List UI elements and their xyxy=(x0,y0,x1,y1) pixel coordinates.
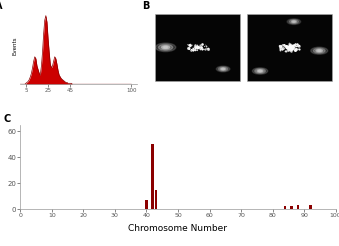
Text: C: C xyxy=(3,114,10,124)
Circle shape xyxy=(311,47,328,54)
Circle shape xyxy=(164,46,167,48)
Circle shape xyxy=(257,70,263,72)
Circle shape xyxy=(316,49,323,52)
Y-axis label: Events: Events xyxy=(13,37,18,55)
Circle shape xyxy=(218,67,228,71)
Circle shape xyxy=(318,50,321,51)
Circle shape xyxy=(162,46,170,49)
Circle shape xyxy=(289,20,299,24)
Circle shape xyxy=(220,68,226,70)
Bar xyxy=(284,206,286,209)
Text: A: A xyxy=(0,1,2,11)
Circle shape xyxy=(222,68,224,70)
Bar xyxy=(290,206,293,209)
Bar xyxy=(155,190,157,209)
Circle shape xyxy=(156,43,176,52)
Text: B: B xyxy=(143,1,150,11)
Bar xyxy=(309,205,312,209)
Bar xyxy=(152,144,154,209)
Circle shape xyxy=(313,48,325,53)
Circle shape xyxy=(259,70,262,72)
Bar xyxy=(145,200,148,209)
Y-axis label: Cell Number: Cell Number xyxy=(0,143,3,191)
Circle shape xyxy=(159,44,173,50)
Circle shape xyxy=(253,68,268,74)
Bar xyxy=(247,14,332,81)
Circle shape xyxy=(287,19,301,24)
X-axis label: Chromosome Number: Chromosome Number xyxy=(128,224,227,233)
Circle shape xyxy=(255,69,265,73)
Bar xyxy=(156,14,240,81)
Circle shape xyxy=(216,66,230,72)
Circle shape xyxy=(293,21,295,22)
Bar xyxy=(297,205,299,209)
Circle shape xyxy=(291,20,297,23)
